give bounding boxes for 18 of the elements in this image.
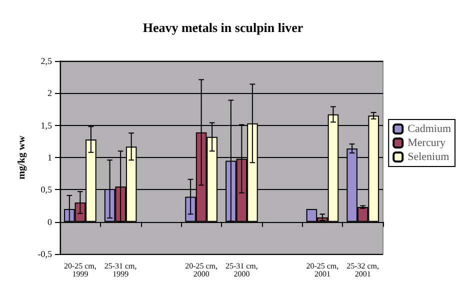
x-tick-label: 20-25 cm, 2001 <box>306 262 339 278</box>
legend-label: Selenium <box>408 151 450 163</box>
y-tick-label: 2,5 <box>40 56 52 66</box>
y-tick-label: 2 <box>48 88 52 98</box>
x-tick-label: 25-31 cm, 2000 <box>225 262 258 278</box>
x-tick-label: 20-25 cm, 2000 <box>185 262 218 278</box>
y-tick-label: 0,5 <box>40 184 52 195</box>
y-tick-label: 1 <box>48 152 52 162</box>
y-tick-label: -0,5 <box>38 249 52 259</box>
legend-label: Mercury <box>408 137 446 149</box>
y-axis-title: mg/kg ww <box>16 134 28 180</box>
legend-label: Cadmium <box>408 123 452 135</box>
y-tick-label: 1,5 <box>40 120 52 130</box>
x-tick-label: 20-25 cm, 1999 <box>64 262 96 278</box>
chart-title: Heavy metals in sculpin liver <box>142 20 304 35</box>
x-tick-label: 25-31 cm, 1999 <box>104 262 137 278</box>
x-tick-label: 25-32 cm, 2001 <box>346 262 380 278</box>
y-tick-label: 0 <box>48 216 52 227</box>
